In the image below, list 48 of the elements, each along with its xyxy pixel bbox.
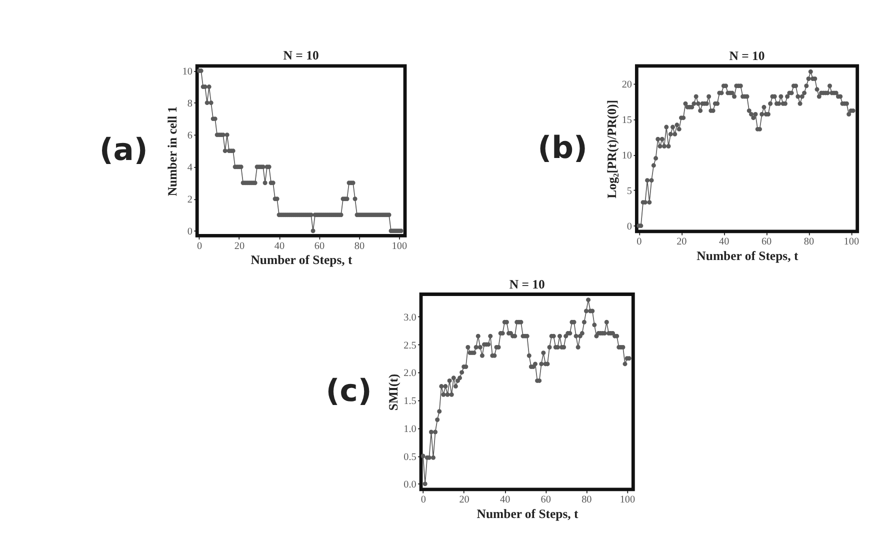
y-axis-title: SMI(t) bbox=[386, 374, 401, 411]
x-tick-label: 40 bbox=[274, 240, 285, 252]
x-tick-label: 40 bbox=[500, 494, 510, 506]
y-tick-label: 4 bbox=[187, 162, 192, 174]
x-tick-label: 20 bbox=[676, 236, 687, 248]
chart-title: N = 10 bbox=[509, 277, 545, 292]
x-tick-label: 60 bbox=[761, 236, 772, 248]
x-tick-label: 20 bbox=[234, 240, 245, 252]
y-tick-label: 0 bbox=[626, 222, 632, 233]
y-tick-label: 5 bbox=[626, 186, 632, 198]
x-tick-label: 80 bbox=[354, 240, 365, 252]
y-tick-label: 1.0 bbox=[404, 424, 416, 435]
y-tick-label: 0 bbox=[187, 226, 192, 238]
x-tick-label: 0 bbox=[420, 494, 426, 506]
x-axis-title: Number of Steps, t bbox=[476, 506, 580, 521]
y-tick-label: 2.0 bbox=[404, 368, 416, 380]
x-tick-label: 100 bbox=[844, 236, 860, 248]
text: (b) bbox=[538, 131, 588, 166]
y-tick-label: 2 bbox=[187, 194, 192, 206]
y-tick-label: 0.0 bbox=[404, 480, 416, 491]
x-axis-title: Number of Steps, t bbox=[250, 253, 353, 268]
y-axis-title: Number in cell 1 bbox=[165, 106, 180, 196]
x-tick-label: 60 bbox=[540, 494, 551, 506]
x-tick-label: 40 bbox=[719, 236, 730, 248]
y-tick-label: 10 bbox=[182, 66, 192, 78]
x-tick-label: 100 bbox=[392, 240, 408, 252]
x-tick-label: 80 bbox=[804, 236, 814, 248]
x-tick-label: 60 bbox=[314, 240, 325, 252]
y-tick-label: 20 bbox=[622, 80, 632, 91]
x-tick-label: 0 bbox=[196, 240, 202, 252]
x-tick-label: 20 bbox=[459, 494, 470, 506]
x-axis-title: Number of Steps, t bbox=[696, 248, 799, 263]
y-tick-label: 8 bbox=[187, 98, 192, 110]
y-axis-title: Log₂[PR(t)/PR(0)] bbox=[604, 100, 619, 198]
y-tick-label: 3.0 bbox=[404, 312, 416, 324]
text: (a) bbox=[99, 133, 148, 168]
text: (c) bbox=[326, 374, 372, 410]
y-tick-label: 15 bbox=[622, 115, 632, 126]
x-tick-label: 0 bbox=[636, 236, 642, 248]
y-tick-label: 6 bbox=[187, 130, 192, 142]
chart-title: N = 10 bbox=[283, 48, 319, 63]
chart-title: N = 10 bbox=[729, 49, 765, 64]
x-tick-label: 80 bbox=[582, 494, 592, 506]
y-tick-label: 2.5 bbox=[404, 340, 416, 352]
y-tick-label: 0.5 bbox=[404, 452, 416, 463]
x-tick-label: 100 bbox=[620, 494, 636, 506]
y-tick-label: 10 bbox=[622, 150, 632, 162]
y-tick-label: 1.5 bbox=[404, 396, 416, 408]
